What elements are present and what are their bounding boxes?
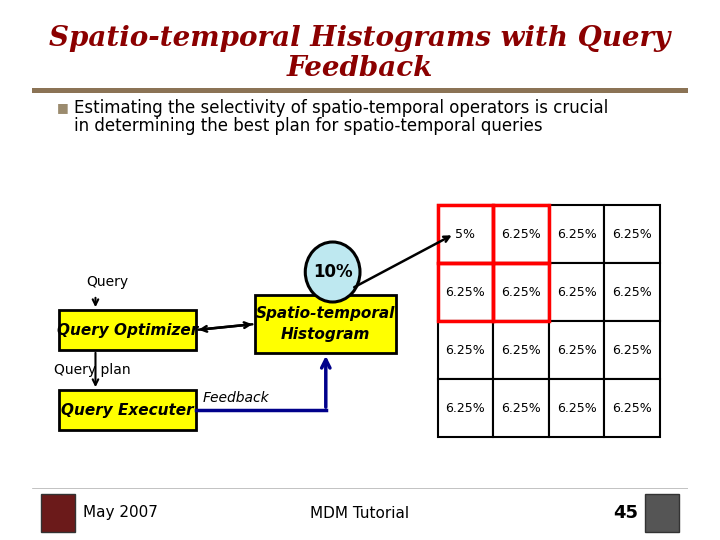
- Bar: [438, 263, 493, 321]
- Text: Spatio-temporal Histograms with Query: Spatio-temporal Histograms with Query: [50, 24, 670, 51]
- Bar: [605, 379, 660, 437]
- Text: 6.25%: 6.25%: [501, 227, 541, 240]
- Text: Query Optimizer: Query Optimizer: [57, 322, 198, 338]
- Bar: [438, 205, 493, 263]
- Text: 6.25%: 6.25%: [446, 402, 485, 415]
- Bar: [493, 263, 549, 321]
- Bar: [493, 321, 549, 379]
- Text: Spatio-temporal
Histogram: Spatio-temporal Histogram: [256, 306, 395, 342]
- Text: 5%: 5%: [455, 227, 475, 240]
- Bar: [438, 321, 493, 379]
- Text: 6.25%: 6.25%: [613, 343, 652, 356]
- Bar: [605, 321, 660, 379]
- Bar: [438, 263, 493, 321]
- Text: 6.25%: 6.25%: [557, 402, 596, 415]
- Text: ■: ■: [57, 102, 69, 114]
- Bar: [644, 494, 679, 532]
- Text: Feedback: Feedback: [203, 391, 270, 405]
- Bar: [438, 379, 493, 437]
- Text: May 2007: May 2007: [83, 505, 158, 521]
- Text: 6.25%: 6.25%: [557, 286, 596, 299]
- Text: 6.25%: 6.25%: [557, 227, 596, 240]
- Text: 6.25%: 6.25%: [446, 343, 485, 356]
- Bar: [493, 205, 549, 263]
- Bar: [493, 263, 549, 321]
- Text: 6.25%: 6.25%: [501, 402, 541, 415]
- Bar: [549, 379, 605, 437]
- Text: Feedback: Feedback: [287, 55, 433, 82]
- Bar: [59, 390, 196, 430]
- Text: Estimating the selectivity of spatio-temporal operators is crucial: Estimating the selectivity of spatio-tem…: [73, 99, 608, 117]
- Text: Query: Query: [86, 275, 128, 289]
- Text: 6.25%: 6.25%: [557, 343, 596, 356]
- Text: 6.25%: 6.25%: [613, 286, 652, 299]
- Text: Query Executer: Query Executer: [61, 402, 194, 417]
- Bar: [549, 263, 605, 321]
- Text: MDM Tutorial: MDM Tutorial: [310, 505, 410, 521]
- Text: in determining the best plan for spatio-temporal queries: in determining the best plan for spatio-…: [73, 117, 542, 135]
- Text: 6.25%: 6.25%: [446, 286, 485, 299]
- Bar: [605, 205, 660, 263]
- Text: 6.25%: 6.25%: [613, 402, 652, 415]
- Bar: [549, 321, 605, 379]
- Bar: [493, 379, 549, 437]
- Circle shape: [305, 242, 360, 302]
- Bar: [605, 263, 660, 321]
- Text: 6.25%: 6.25%: [613, 227, 652, 240]
- Bar: [255, 295, 397, 353]
- Bar: [549, 205, 605, 263]
- Bar: [438, 205, 493, 263]
- Text: 45: 45: [613, 504, 638, 522]
- Text: 6.25%: 6.25%: [501, 286, 541, 299]
- Text: 10%: 10%: [312, 263, 353, 281]
- Bar: [59, 310, 196, 350]
- Bar: [32, 88, 688, 93]
- Bar: [41, 494, 76, 532]
- Text: 6.25%: 6.25%: [501, 343, 541, 356]
- Text: Query plan: Query plan: [55, 363, 131, 377]
- Bar: [493, 205, 549, 263]
